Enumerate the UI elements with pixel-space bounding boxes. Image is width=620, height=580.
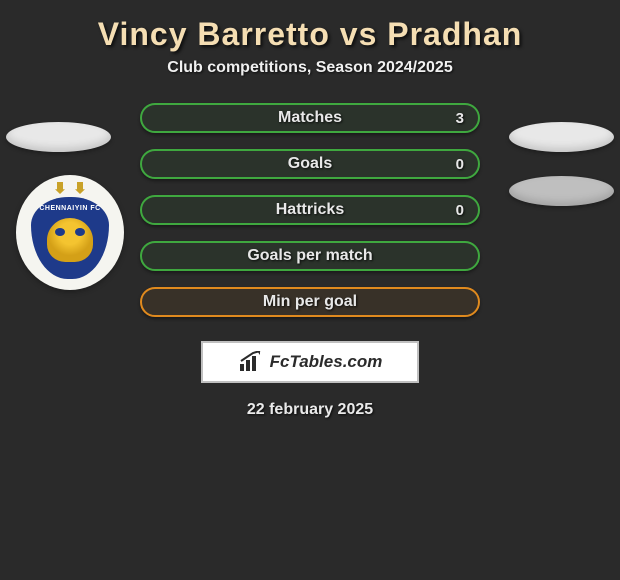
stat-row-goals-per-match: Goals per match <box>140 241 480 271</box>
stat-row-goals: Goals 0 <box>140 149 480 179</box>
stat-label: Goals per match <box>142 247 478 265</box>
player-shadow-right-2 <box>509 176 614 206</box>
club-name: CHENNAIYIN FC <box>39 205 100 212</box>
player-shadow-left <box>6 122 111 152</box>
club-badge: CHENNAIYIN FC <box>16 175 124 290</box>
trophy-icon <box>55 182 65 194</box>
date-text: 22 february 2025 <box>0 401 620 419</box>
stat-value: 3 <box>456 110 464 127</box>
bar-chart-icon <box>238 351 264 373</box>
stat-row-hattricks: Hattricks 0 <box>140 195 480 225</box>
club-mask-icon <box>47 218 93 262</box>
player-shadow-right-1 <box>509 122 614 152</box>
club-badge-circle: CHENNAIYIN FC <box>16 175 124 290</box>
stat-label: Goals <box>142 155 478 173</box>
stat-value: 0 <box>456 156 464 173</box>
stat-row-matches: Matches 3 <box>140 103 480 133</box>
brand-text: FcTables.com <box>270 352 383 372</box>
stat-label: Min per goal <box>142 293 478 311</box>
stat-label: Hattricks <box>142 201 478 219</box>
stat-label: Matches <box>142 109 478 127</box>
stats-list: Matches 3 Goals 0 Hattricks 0 Goals per … <box>140 103 480 317</box>
trophy-icon <box>75 182 85 194</box>
club-shield: CHENNAIYIN FC <box>31 197 109 279</box>
brand-box[interactable]: FcTables.com <box>201 341 419 383</box>
page-title: Vincy Barretto vs Pradhan <box>0 8 620 59</box>
stat-row-min-per-goal: Min per goal <box>140 287 480 317</box>
page-subtitle: Club competitions, Season 2024/2025 <box>0 59 620 103</box>
stat-value: 0 <box>456 202 464 219</box>
comparison-card: Vincy Barretto vs Pradhan Club competiti… <box>0 0 620 580</box>
trophy-icons <box>55 181 85 195</box>
